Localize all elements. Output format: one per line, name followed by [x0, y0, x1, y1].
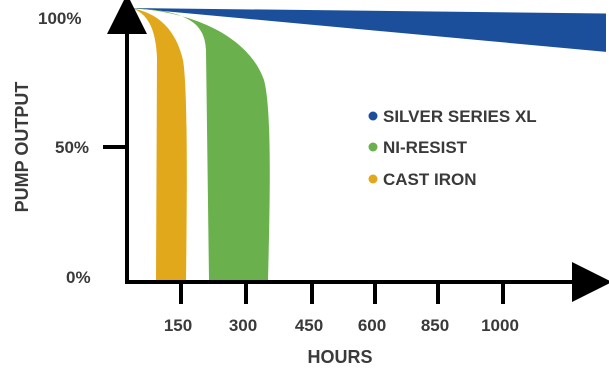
y-axis-title: PUMP OUTPUT: [12, 82, 32, 213]
x-tick-label-600: 600: [358, 316, 386, 335]
y-tick-label-0: 0%: [66, 268, 91, 287]
x-ticks: 150 300 450 600 850 1000: [164, 282, 519, 335]
x-tick-label-150: 150: [164, 316, 192, 335]
y-tick-label-50: 50%: [55, 138, 89, 157]
x-tick-label-850: 850: [421, 316, 449, 335]
x-tick-label-1000: 1000: [481, 316, 519, 335]
legend: SILVER SERIES XL NI-RESIST CAST IRON: [368, 107, 537, 189]
x-axis-title: HOURS: [307, 347, 372, 367]
legend-label-silver-series-xl: SILVER SERIES XL: [383, 107, 537, 126]
legend-marker-silver-series-xl: [368, 111, 378, 121]
legend-marker-ni-resist: [368, 142, 378, 152]
series-band-cast-iron: [130, 8, 187, 280]
y-tick-label-100: 100%: [38, 9, 81, 28]
series-layer: [130, 8, 606, 280]
series-band-silver-series-xl: [130, 8, 606, 52]
x-tick-label-450: 450: [295, 316, 323, 335]
legend-label-ni-resist: NI-RESIST: [383, 138, 468, 157]
x-tick-label-300: 300: [229, 316, 257, 335]
series-band-ni-resist: [130, 8, 270, 280]
legend-label-cast-iron: CAST IRON: [383, 170, 477, 189]
legend-marker-cast-iron: [368, 174, 378, 184]
